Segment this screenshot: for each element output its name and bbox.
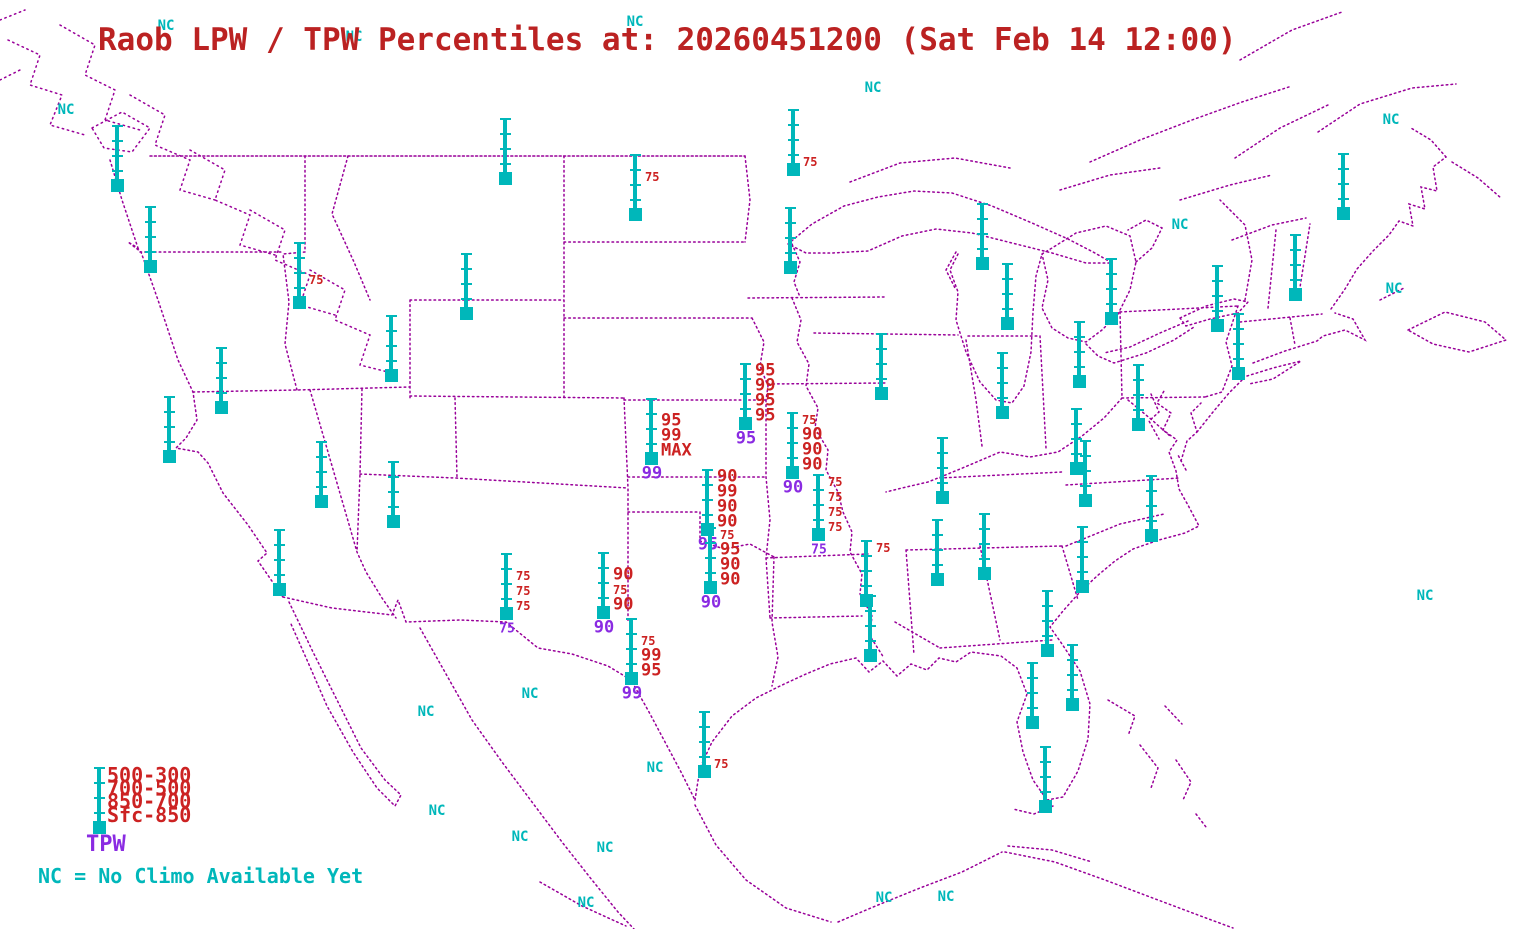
nc-label: NC — [577, 895, 595, 911]
nc-label: NC — [937, 889, 955, 905]
percentile-label: 75 — [309, 273, 324, 287]
tpw-label: 75 — [499, 621, 515, 637]
percentile-label: 95 — [720, 539, 741, 560]
percentile-label: 90 — [802, 454, 823, 475]
percentile-label: 75 — [645, 170, 660, 184]
percentile-label: 95 — [755, 405, 776, 426]
nc-label: NC — [1416, 588, 1434, 604]
legend-layer-500-300: 500-300 — [107, 763, 192, 787]
percentile-label: 75 — [876, 541, 891, 555]
percentile-label: 75 — [613, 583, 628, 597]
percentile-label: 75 — [720, 528, 735, 542]
percentile-label: 99 — [641, 645, 662, 666]
percentile-label: 95 — [641, 660, 662, 681]
percentile-label: 90 — [717, 511, 738, 532]
nc-label: NC — [157, 18, 175, 34]
percentile-label: 90 — [720, 554, 741, 575]
nc-label: NC — [626, 14, 644, 30]
nc-label: NC — [596, 840, 614, 856]
great-lakes-path — [787, 11, 1508, 404]
percentile-label: 90 — [802, 439, 823, 460]
percentile-label: 75 — [828, 520, 843, 534]
percentile-label: 75 — [828, 505, 843, 519]
percentile-label: 75 — [714, 757, 729, 771]
tpw-label: 95 — [735, 428, 757, 449]
percentile-label: 90 — [613, 564, 634, 585]
mexico-border-path — [282, 596, 696, 801]
nc-label: NC — [417, 704, 435, 720]
percentile-label: 75 — [828, 490, 843, 504]
nc-label: NC — [521, 686, 539, 702]
bc-coast-noise — [0, 9, 393, 374]
tpw-label: 75 — [811, 542, 827, 558]
percentile-label: 99 — [755, 375, 776, 396]
percentile-label: MAX — [661, 440, 692, 461]
percentile-label: 75 — [516, 599, 531, 613]
legend-layer-700-500: 700-500 — [107, 776, 192, 800]
legend-layer-850-700: 850-700 — [107, 789, 192, 813]
percentile-label: 75 — [516, 569, 531, 583]
nc-label: NC — [864, 80, 882, 96]
percentile-label: 90 — [720, 569, 741, 590]
nc-label: NC — [428, 803, 446, 819]
percentile-label: 90 — [717, 466, 738, 487]
state-lines-west — [139, 155, 779, 687]
percentile-label: 75 — [828, 475, 843, 489]
mexico-cuba-path — [288, 601, 1234, 929]
nc-label: NC — [1385, 281, 1403, 297]
tpw-label: 90 — [700, 592, 722, 613]
legend-tpw-label: TPW — [86, 832, 126, 857]
tpw-label: 99 — [641, 463, 663, 484]
nc-label: NC — [511, 829, 529, 845]
percentile-label: 75 — [802, 413, 817, 427]
percentile-label: 75 — [516, 584, 531, 598]
nc-label: NC — [646, 760, 664, 776]
tpw-label: 90 — [593, 617, 615, 638]
nc-label: NC — [345, 29, 363, 45]
percentile-label: 90 — [717, 496, 738, 517]
coastline-path — [109, 156, 1447, 815]
nc-label: NC — [57, 102, 75, 118]
percentile-label: 90 — [802, 424, 823, 445]
percentile-label: 75 — [803, 155, 818, 169]
nc-label: NC — [875, 890, 893, 906]
tpw-label: 90 — [782, 477, 804, 498]
tpw-label: 99 — [621, 683, 643, 704]
percentile-label: 95 — [661, 410, 682, 431]
percentile-label: 95 — [755, 360, 776, 381]
percentile-label: 90 — [613, 594, 634, 615]
percentile-label: 75 — [641, 634, 656, 648]
nc-label: NC — [1382, 112, 1400, 128]
percentile-label: 95 — [755, 390, 776, 411]
percentile-label: 99 — [661, 425, 682, 446]
state-lines-east — [894, 199, 1323, 656]
percentile-label: 99 — [717, 481, 738, 502]
legend-nc-note: NC = No Climo Available Yet — [38, 864, 364, 888]
nc-label: NC — [1171, 217, 1189, 233]
legend-layer-sfc-850: Sfc-850 — [107, 803, 192, 827]
page-title: Raob LPW / TPW Percentiles at: 202604512… — [98, 22, 1237, 58]
